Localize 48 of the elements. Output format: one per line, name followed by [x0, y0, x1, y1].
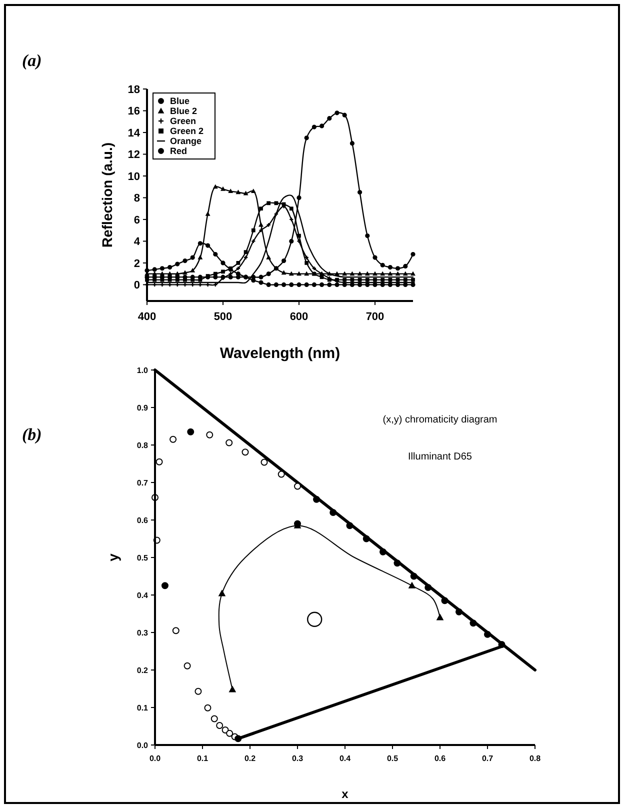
x-tick-label: 0.5	[386, 754, 399, 763]
y-tick-label: 6	[134, 214, 140, 226]
y-axis-title: y	[105, 553, 121, 562]
x-tick-label: 0.8	[529, 754, 542, 763]
x-tick-label: 0.2	[244, 754, 256, 763]
x-tick-label: 0.6	[434, 754, 446, 763]
y-tick-label: 12	[128, 149, 140, 162]
legend-label: Green 2	[170, 126, 204, 136]
y-tick-label: 14	[128, 127, 141, 140]
y-tick-label: 16	[128, 106, 140, 118]
x-axis-title: Wavelength (nm)	[220, 345, 340, 362]
x-tick-label: 0.0	[149, 754, 162, 763]
y-tick-label: 0.7	[136, 478, 149, 488]
legend-label: Green	[170, 116, 196, 126]
y-tick-label: 8	[134, 192, 140, 205]
x-tick-label: 600	[290, 311, 308, 323]
y-tick-label: 0.8	[136, 440, 149, 450]
x-tick-label: 500	[214, 311, 232, 323]
x-tick-label: 0.3	[292, 754, 304, 763]
annotation: (x,y) chromaticity diagram	[382, 414, 498, 426]
x-tick-label: 0.1	[196, 754, 209, 763]
y-axis-title: Reflection (a.u.)	[99, 142, 115, 248]
y-tick-label: 0.6	[136, 516, 149, 525]
legend-label: Red	[170, 146, 188, 156]
text: (b)	[22, 425, 42, 444]
y-tick-label: 1.0	[136, 366, 149, 375]
y-tick-label: 2	[134, 258, 140, 270]
y-tick-label: 18	[128, 84, 140, 96]
x-tick-label: 700	[366, 311, 384, 323]
x-tick-label: 0.4	[339, 754, 352, 763]
chart-title: (a)	[22, 51, 42, 70]
y-tick-label: 0.0	[136, 740, 149, 750]
legend-label: Orange	[170, 136, 202, 146]
y-tick-label: 0.1	[136, 703, 149, 712]
x-axis-title: x	[342, 787, 349, 801]
y-tick-label: 0.3	[136, 628, 149, 638]
y-tick-label: 0	[134, 280, 140, 292]
annotation: Illuminant D65	[408, 452, 472, 462]
y-tick-label: 0.2	[136, 666, 149, 675]
y-tick-label: 0.4	[136, 590, 149, 600]
x-tick-label: 400	[138, 311, 156, 323]
y-tick-label: 0.5	[136, 553, 149, 562]
y-tick-label: 4	[134, 236, 141, 248]
x-tick-label: 0.7	[482, 754, 494, 763]
legend-label: Blue 2	[170, 106, 198, 116]
y-tick-label: 10	[128, 170, 140, 183]
legend-label: Blue	[170, 96, 190, 106]
y-tick-label: 0.9	[136, 403, 149, 412]
